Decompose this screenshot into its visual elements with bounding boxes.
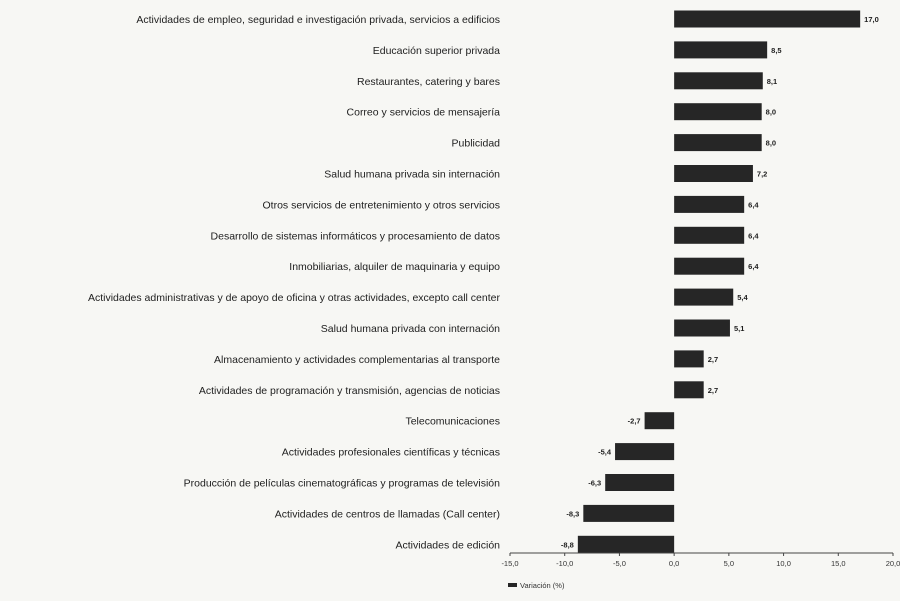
value-label: 5,4 xyxy=(737,293,748,302)
bar xyxy=(674,226,745,244)
category-label: Actividades profesionales científicas y … xyxy=(282,447,500,459)
category-label: Actividades de centros de llamadas (Call… xyxy=(275,508,500,520)
category-label: Salud humana privada sin internación xyxy=(324,169,500,181)
bar xyxy=(674,319,730,337)
x-tick-label: -15,0 xyxy=(501,559,518,568)
category-label: Telecomunicaciones xyxy=(405,416,500,428)
value-label: 7,2 xyxy=(757,170,767,179)
x-tick-label: 15,0 xyxy=(831,559,846,568)
bar xyxy=(674,257,745,275)
bar xyxy=(674,195,745,213)
category-label: Publicidad xyxy=(452,138,501,150)
bar xyxy=(577,535,675,553)
bar xyxy=(674,41,768,59)
bar xyxy=(674,165,753,182)
category-label: Almacenamiento y actividades complementa… xyxy=(214,354,500,366)
x-tick-label: 0,0 xyxy=(669,559,679,568)
bar xyxy=(615,443,675,461)
legend-swatch xyxy=(508,583,517,587)
value-label: 2,7 xyxy=(708,386,718,395)
bar xyxy=(674,72,763,90)
category-label: Desarrollo de sistemas informáticos y pr… xyxy=(211,230,500,242)
value-label: -6,3 xyxy=(588,479,601,488)
x-tick-label: 20,0 xyxy=(886,559,900,568)
value-label: 8,5 xyxy=(771,46,781,55)
category-label: Producción de películas cinematográficas… xyxy=(184,478,500,490)
category-label: Actividades de edición xyxy=(396,539,501,551)
bar xyxy=(674,350,704,368)
bar xyxy=(674,381,704,399)
category-label: Actividades administrativas y de apoyo d… xyxy=(88,292,501,304)
bar xyxy=(583,504,675,522)
category-label: Salud humana privada con internación xyxy=(321,323,500,335)
bar xyxy=(674,10,861,28)
category-label: Actividades de empleo, seguridad e inves… xyxy=(136,14,500,26)
legend-label: Variación (%) xyxy=(520,581,565,590)
value-label: 17,0 xyxy=(864,15,879,24)
value-label: 6,4 xyxy=(748,262,759,271)
category-label: Restaurantes, catering y bares xyxy=(357,76,500,88)
category-label: Educación superior privada xyxy=(373,45,500,57)
bar xyxy=(644,412,675,430)
value-label: 8,1 xyxy=(767,77,777,86)
x-tick-label: 10,0 xyxy=(776,559,791,568)
value-label: 8,0 xyxy=(766,139,776,148)
x-tick-label: 5,0 xyxy=(724,559,734,568)
value-label: 8,0 xyxy=(766,108,776,117)
bar xyxy=(674,288,734,306)
value-label: -8,3 xyxy=(566,509,579,518)
bar xyxy=(674,134,762,152)
category-label: Inmobiliarias, alquiler de maquinaria y … xyxy=(289,261,500,273)
value-label: -8,8 xyxy=(561,540,574,549)
value-label: 2,7 xyxy=(708,355,718,364)
category-label: Correo y servicios de mensajería xyxy=(347,107,501,119)
value-label: -2,7 xyxy=(628,417,641,426)
category-label: Otros servicios de entretenimiento y otr… xyxy=(262,199,500,211)
value-label: -5,4 xyxy=(598,448,612,457)
category-label: Actividades de programación y transmisió… xyxy=(199,385,500,397)
bar xyxy=(605,474,675,491)
bar xyxy=(674,103,762,121)
value-label: 6,4 xyxy=(748,200,759,209)
x-tick-label: -10,0 xyxy=(556,559,573,568)
value-label: 6,4 xyxy=(748,231,759,240)
x-tick-label: -5,0 xyxy=(613,559,626,568)
value-label: 5,1 xyxy=(734,324,744,333)
